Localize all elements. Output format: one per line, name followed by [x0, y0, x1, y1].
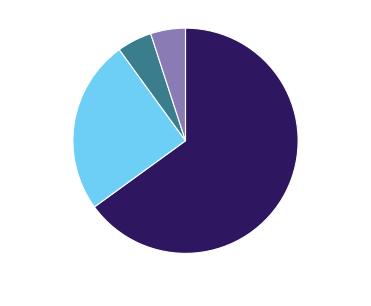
- Wedge shape: [73, 50, 186, 207]
- Wedge shape: [119, 34, 186, 141]
- Wedge shape: [94, 28, 298, 253]
- Wedge shape: [151, 28, 186, 141]
